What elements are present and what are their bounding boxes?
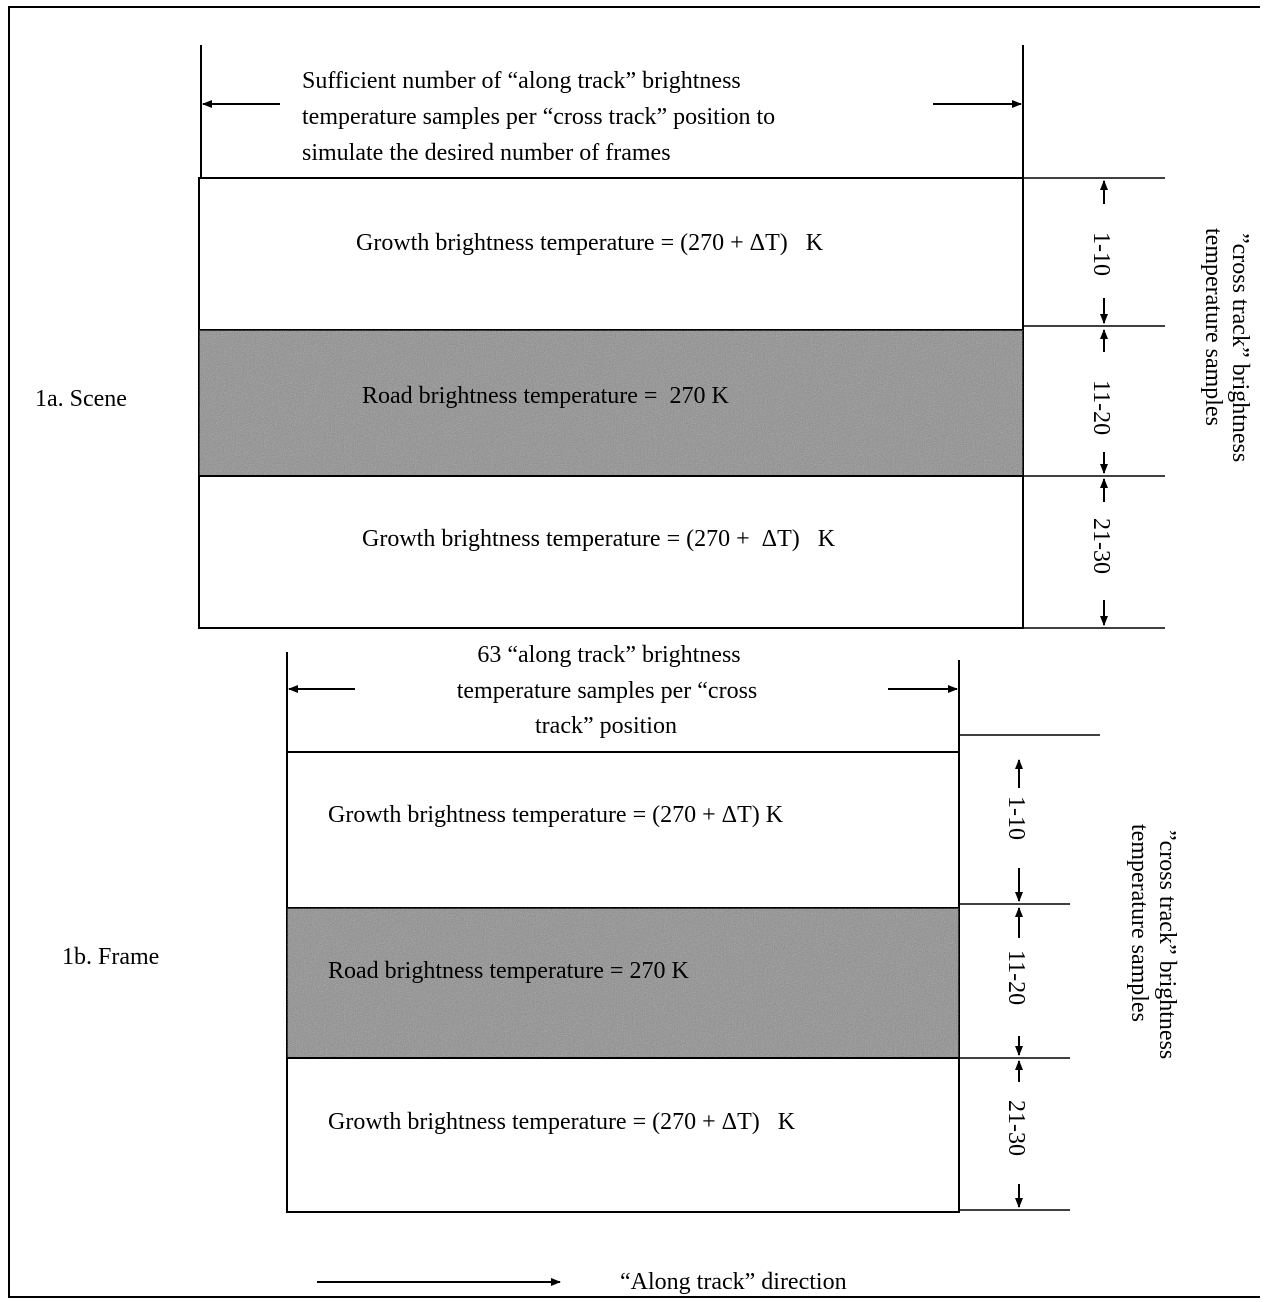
frame-band-bottom-text: Growth brightness temperature = (270 + Δ… <box>328 1109 796 1135</box>
frame-band-bottom <box>286 1057 960 1213</box>
scene-header-line-3: simulate the desired number of frames <box>302 140 671 166</box>
scene-side-label-line-1: ”cross track” brightness <box>1227 233 1253 462</box>
along-track-label: “Along track” direction <box>620 1269 847 1295</box>
frame-range-1: 1-10 <box>1003 796 1029 840</box>
legend: “Along track” direction <box>317 1269 847 1295</box>
scene-range-1: 1-10 <box>1088 232 1114 276</box>
frame-header-line-1: 63 “along track” brightness <box>477 642 740 668</box>
frame-panel: 1b. Frame 63 “along track” brightness te… <box>62 642 1180 1213</box>
scene-band-top-text: Growth brightness temperature = (270 + Δ… <box>356 230 824 256</box>
frame-band-top-text: Growth brightness temperature = (270 + Δ… <box>328 802 784 828</box>
frame-band-road-text: Road brightness temperature = 270 K <box>328 958 689 984</box>
frame-range-2: 11-20 <box>1003 950 1029 1005</box>
frame-side-label-line-2: temperature samples <box>1126 824 1152 1022</box>
scene-side-label-line-2: temperature samples <box>1200 228 1226 426</box>
scene-band-top <box>198 177 1024 331</box>
scene-range-2: 11-20 <box>1088 380 1114 435</box>
scene-band-road-texture <box>199 330 1023 476</box>
frame-header-line-2: temperature samples per “cross <box>457 678 758 704</box>
frame-label: 1b. Frame <box>62 944 159 970</box>
frame-side-label-line-1: ”cross track” brightness <box>1154 830 1180 1059</box>
scene-panel: 1a. Scene Sufficient number of “along tr… <box>35 45 1253 629</box>
frame-range-3: 21-30 <box>1003 1100 1029 1156</box>
scene-header-line-2: temperature samples per “cross track” po… <box>302 104 775 130</box>
scene-header-line-1: Sufficient number of “along track” brigh… <box>302 68 741 94</box>
scene-label: 1a. Scene <box>35 386 127 412</box>
frame-band-road-texture <box>287 908 959 1058</box>
frame-band-top <box>286 751 960 909</box>
scene-band-bottom <box>198 475 1024 629</box>
scene-range-3: 21-30 <box>1088 518 1114 574</box>
frame-header-line-3: track” position <box>535 713 677 739</box>
scene-band-bottom-text: Growth brightness temperature = (270 + Δ… <box>362 526 836 552</box>
scene-band-road-text: Road brightness temperature = 270 K <box>362 383 729 409</box>
